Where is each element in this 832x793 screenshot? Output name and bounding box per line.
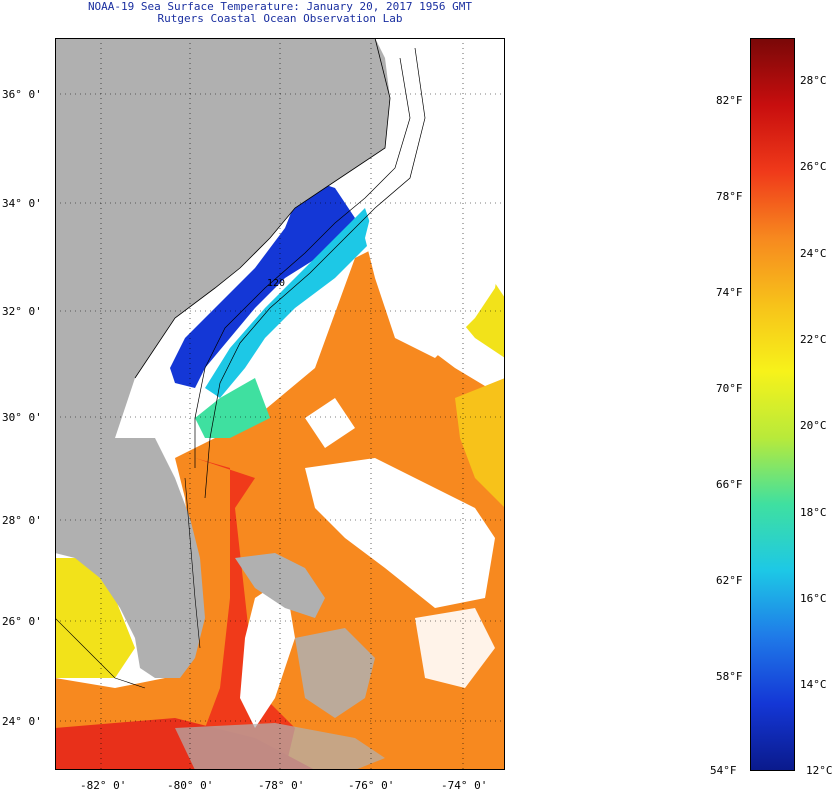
- colorbar-c-22: 22°C: [800, 333, 827, 346]
- gulf-stream-region: [55, 458, 295, 770]
- sst-map-image: 120: [55, 38, 505, 770]
- lat-label-34: 34° 0': [2, 197, 42, 210]
- colorbar-f-74: 74°F: [716, 286, 743, 299]
- colorbar-f-82: 82°F: [716, 94, 743, 107]
- colorbar-f-58: 58°F: [716, 670, 743, 683]
- lat-label-28: 28° 0': [2, 514, 42, 527]
- lon-label-80: -80° 0': [167, 779, 214, 792]
- temperature-colorbar: [750, 38, 795, 771]
- colorbar-c-18: 18°C: [800, 506, 827, 519]
- map-title: NOAA-19 Sea Surface Temperature: January…: [87, 0, 473, 13]
- isobath-label: 120: [267, 278, 285, 289]
- cold-water-region: [170, 178, 355, 388]
- colorbar-c-28: 28°C: [800, 74, 827, 87]
- colorbar-c-12: 12°C: [806, 764, 832, 777]
- lon-label-74: -74° 0': [441, 779, 488, 792]
- sst-map[interactable]: 120: [55, 38, 505, 770]
- lat-label-36: 36° 0': [2, 88, 42, 101]
- colorbar-f-66: 66°F: [716, 478, 743, 491]
- colorbar-f-70: 70°F: [716, 382, 743, 395]
- lat-label-32: 32° 0': [2, 305, 42, 318]
- cloud-cover-region: [365, 188, 505, 358]
- colorbar-f-78: 78°F: [716, 190, 743, 203]
- colorbar-c-14: 14°C: [800, 678, 827, 691]
- bahamas-islands: [235, 553, 325, 618]
- lat-label-24: 24° 0': [2, 715, 42, 728]
- colorbar-c-26: 26°C: [800, 160, 827, 173]
- colorbar-f-62: 62°F: [716, 574, 743, 587]
- lat-label-30: 30° 0': [2, 411, 42, 424]
- colorbar-c-20: 20°C: [800, 419, 827, 432]
- map-subtitle: Rutgers Coastal Ocean Observation Lab: [157, 12, 403, 25]
- colorbar-c-16: 16°C: [800, 592, 827, 605]
- colorbar-c-24: 24°C: [800, 247, 827, 260]
- lon-label-82: -82° 0': [80, 779, 127, 792]
- lat-label-26: 26° 0': [2, 615, 42, 628]
- lon-label-78: -78° 0': [258, 779, 305, 792]
- colorbar-f-54: 54°F: [710, 764, 737, 777]
- lon-label-76: -76° 0': [348, 779, 395, 792]
